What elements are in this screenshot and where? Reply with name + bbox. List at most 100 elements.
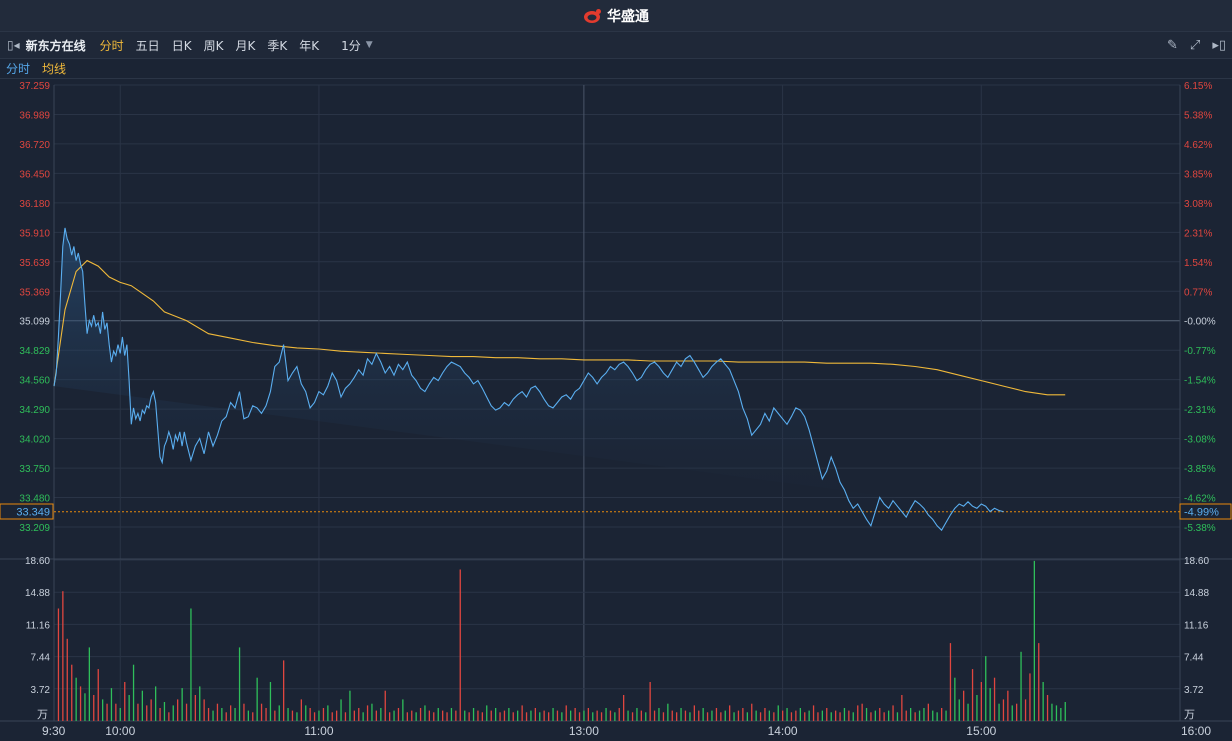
price-tick-label: 36.450 <box>19 169 50 180</box>
volume-bar <box>596 710 598 721</box>
volume-bar <box>667 703 669 721</box>
volume-bar <box>888 710 890 721</box>
volume-unit-label: 万 <box>37 709 48 721</box>
price-line-path <box>53 227 1004 532</box>
price-area <box>54 227 1004 531</box>
volume-bar <box>742 708 744 721</box>
volume-bar <box>424 705 426 721</box>
percent-tick-label: 0.77% <box>1184 287 1212 298</box>
volume-bar <box>141 690 143 721</box>
interval-select[interactable]: 1分 <box>341 38 361 53</box>
volume-bar <box>759 712 762 721</box>
percent-tick-label: 3.08% <box>1184 199 1212 210</box>
volume-bar <box>600 712 603 721</box>
percent-tick-label: 3.85% <box>1184 169 1212 180</box>
volume-bar <box>618 708 620 721</box>
percent-tick-label: 1.54% <box>1184 258 1212 269</box>
brand-name: 华盛通 <box>607 8 649 25</box>
intraday-chart[interactable]: 33.349 -4.99% 37.259 36.989 36.720 36.450 36… <box>0 79 1232 741</box>
volume-bar <box>936 712 938 721</box>
volume-bar <box>274 710 276 721</box>
volume-bar <box>336 710 338 721</box>
current-price-label: 33.349 <box>16 507 50 519</box>
volume-tick-label: 14.88 <box>25 588 50 599</box>
price-tick-label: 34.020 <box>19 435 50 446</box>
volume-tick-label: 3.72 <box>1184 685 1204 696</box>
volume-bar <box>941 708 943 721</box>
volume-bar <box>472 708 475 721</box>
volume-bar <box>353 710 355 721</box>
fullscreen-icon[interactable]: ⤢ <box>1189 37 1201 53</box>
volume-bar <box>225 712 227 721</box>
collapse-panel-icon[interactable]: ▯◂ <box>7 38 20 52</box>
volume-bar <box>102 699 104 721</box>
volume-bar <box>587 708 589 721</box>
huashengtong-logo-icon <box>584 8 601 23</box>
volume-bar <box>945 710 947 721</box>
volume-bar <box>62 591 64 721</box>
average-line <box>53 259 1066 396</box>
pencil-icon[interactable]: ✎ <box>1167 37 1178 53</box>
volume-bar <box>503 710 506 721</box>
volume-bar <box>556 710 559 721</box>
volume-bar <box>570 710 572 721</box>
volume-bars <box>57 560 1066 721</box>
volume-bar <box>680 708 682 721</box>
volume-bar <box>344 712 347 721</box>
volume-bar <box>119 708 121 721</box>
volume-bar <box>737 710 740 721</box>
volume-bar <box>883 712 885 721</box>
volume-axis: 18.60 18.60 14.88 14.88 11.16 11.16 7.44 7.44 3.… <box>25 556 1209 721</box>
volume-bar <box>698 710 700 721</box>
volume-bar <box>534 708 536 721</box>
volume-bar <box>693 705 695 721</box>
tab-weekly-k[interactable]: 周K <box>203 38 224 53</box>
volume-bar <box>230 705 232 721</box>
volume-bar <box>57 608 60 721</box>
chevron-down-icon[interactable]: ▼ <box>365 40 373 50</box>
tab-monthly-k[interactable]: 月K <box>235 38 256 53</box>
volume-bar <box>146 705 148 721</box>
tab-intraday[interactable]: 分时 <box>99 38 124 53</box>
volume-bar <box>415 712 417 721</box>
volume-bar <box>636 708 638 721</box>
current-percent-label: -4.99% <box>1184 507 1219 519</box>
volume-bar <box>949 643 952 721</box>
tab-yearly-k[interactable]: 年K <box>299 38 320 53</box>
volume-bar <box>980 682 982 721</box>
volume-bar <box>910 708 912 721</box>
volume-bar <box>203 699 205 721</box>
expand-panel-icon[interactable]: ▸▯ <box>1212 37 1226 53</box>
volume-bar <box>358 708 360 721</box>
volume-bar <box>808 710 810 721</box>
time-tick-label: 11:00 <box>304 724 333 738</box>
time-tick-label: 9:30 <box>42 724 66 738</box>
volume-bar <box>998 703 1000 721</box>
volume-bar <box>490 710 492 721</box>
volume-bar <box>852 712 854 721</box>
volume-tick-label: 3.72 <box>31 685 51 696</box>
volume-unit-label: 万 <box>1184 709 1195 721</box>
volume-bar <box>711 710 713 721</box>
volume-bar <box>848 710 850 721</box>
volume-bar <box>468 712 470 721</box>
volume-bar <box>486 705 488 721</box>
volume-bar <box>954 677 956 721</box>
tab-five-day[interactable]: 五日 <box>135 38 160 53</box>
volume-bar <box>216 703 219 721</box>
current-price-box <box>0 503 54 520</box>
legend-price-line: 分时 <box>6 62 31 76</box>
volume-tick-label: 14.88 <box>1184 588 1209 599</box>
volume-bar <box>870 712 872 721</box>
tab-quarterly-k[interactable]: 季K <box>267 38 288 53</box>
volume-bar <box>450 708 453 721</box>
tab-daily-k[interactable]: 日K <box>171 38 192 53</box>
volume-bar <box>84 693 86 721</box>
volume-tick-label: 7.44 <box>1184 653 1204 664</box>
volume-bar <box>75 677 77 721</box>
volume-bar <box>914 712 916 721</box>
volume-bar <box>1007 690 1009 721</box>
percent-tick-label: -3.85% <box>1184 464 1216 475</box>
volume-bar <box>402 699 404 721</box>
volume-bar <box>764 708 766 721</box>
